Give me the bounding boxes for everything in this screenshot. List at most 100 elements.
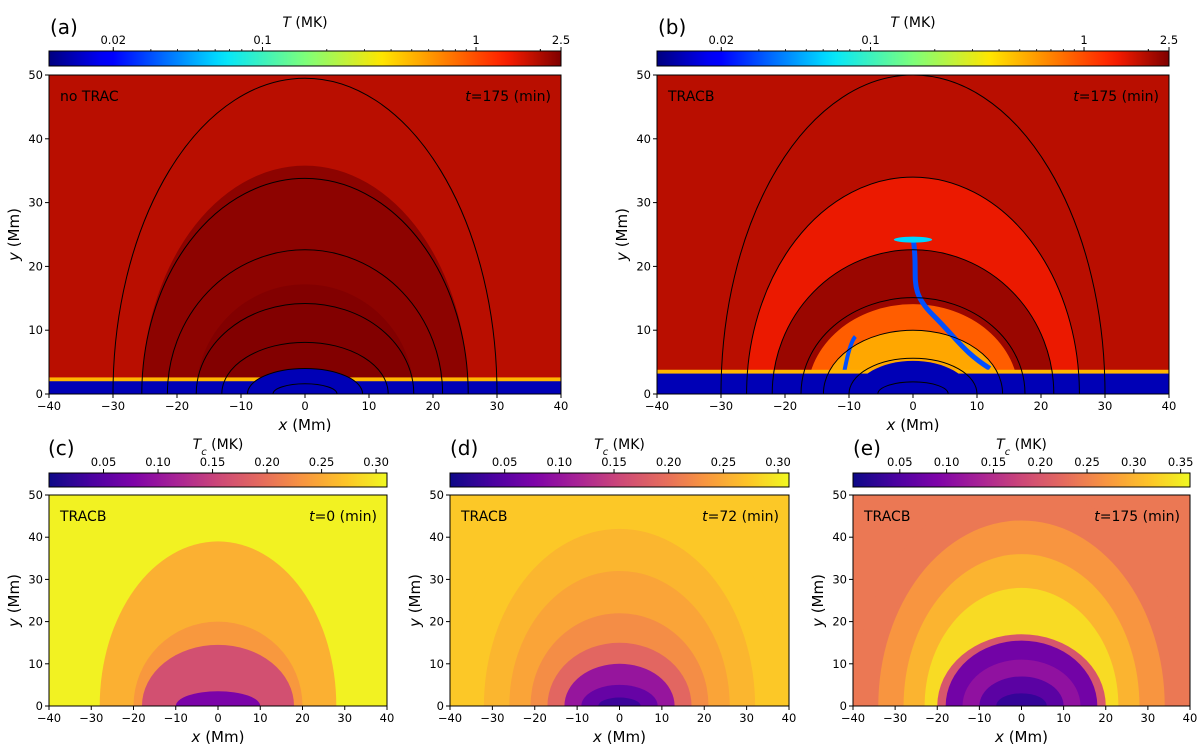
- field-line: [746, 176, 1080, 394]
- y-tick-label: 40: [28, 132, 43, 146]
- x-tick-label: −30: [883, 711, 907, 725]
- condensation-head: [893, 236, 933, 243]
- x-tick-label: 10: [970, 399, 985, 413]
- y-axis-label: y (Mm): [809, 574, 827, 628]
- x-tick-label: 20: [697, 711, 712, 725]
- condensation-strand: [910, 237, 992, 371]
- y-axis-label: y (Mm): [613, 208, 631, 262]
- x-tick-label: 20: [295, 711, 310, 725]
- y-tick-label: 50: [28, 68, 43, 82]
- field-line: [221, 341, 389, 394]
- x-axis-label: x (Mm): [994, 728, 1048, 744]
- field-line: [195, 302, 415, 394]
- colorbar-tick-label: 0.25: [1074, 455, 1100, 469]
- colorbar-tick-label: 0.10: [145, 455, 171, 469]
- panel-label: (e): [853, 436, 881, 460]
- colorbar-tick-label: 0.15: [200, 455, 226, 469]
- panel-c: −40 −30 −20 −10 0 10 20 30 40 0 10 20 30 40 50 x (Mm) y …: [5, 436, 394, 744]
- colorbar-tick-label: 2.5: [552, 33, 570, 47]
- x-tick-label: −10: [565, 711, 589, 725]
- y-tick-label: 30: [636, 196, 651, 210]
- x-tick-label: −10: [837, 399, 861, 413]
- y-tick-label: 0: [437, 699, 444, 713]
- colorbar-tick-label: 0.20: [1027, 455, 1053, 469]
- y-tick-label: 20: [636, 259, 651, 273]
- chromosphere-bulge: [855, 360, 971, 394]
- colorbar-tick-label: 0.10: [547, 455, 573, 469]
- field-line: [246, 368, 364, 394]
- y-tick-label: 20: [28, 259, 43, 273]
- colorbar-tick-label: 0.02: [100, 33, 126, 47]
- colorbar: [48, 472, 388, 488]
- heatmap-area: [49, 75, 561, 394]
- colorbar-tick-label: 0.25: [309, 455, 335, 469]
- x-tick-label: 0: [1018, 711, 1025, 725]
- x-tick-label: −10: [164, 711, 188, 725]
- colorbar-tick-label: 0.20: [254, 455, 280, 469]
- field-line: [141, 177, 469, 394]
- x-tick-label: −40: [37, 399, 61, 413]
- field-line: [877, 381, 949, 394]
- colorbar-label: T (MK): [282, 15, 327, 31]
- x-tick-label: 10: [253, 711, 268, 725]
- x-tick-label: 0: [909, 399, 916, 413]
- x-tick-label: 20: [1098, 711, 1113, 725]
- x-tick-label: −40: [37, 711, 61, 725]
- colorbar-tick-label: 0.1: [861, 33, 879, 47]
- panel-a: −40 −30 −20 −10 0 10 20 30 40 0 10 20 30 40 50 x (Mm) y …: [5, 15, 570, 434]
- tc-region: [996, 693, 1047, 706]
- colorbar-label: Tc (MK): [594, 437, 645, 458]
- panel-d: −40 −30 −20 −10 0 10 20 30 40 0 10 20 30 40 50 x (Mm) y …: [406, 436, 796, 744]
- colorbar: [48, 50, 562, 67]
- tc-region: [598, 697, 641, 706]
- x-tick-label: 30: [739, 711, 754, 725]
- colorbar: [656, 50, 1170, 67]
- x-tick-label: 40: [380, 711, 395, 725]
- x-axis-label: x (Mm): [191, 728, 245, 744]
- colorbar-tick-label: 2.5: [1160, 33, 1178, 47]
- field-line: [800, 297, 1026, 394]
- x-tick-label: −10: [967, 711, 991, 725]
- x-tick-label: 40: [1162, 399, 1177, 413]
- y-axis-label: y (Mm): [406, 574, 424, 628]
- x-tick-label: 40: [782, 711, 797, 725]
- tc-region: [581, 684, 658, 706]
- panel-label: (a): [50, 15, 78, 39]
- y-tick-label: 10: [28, 657, 43, 671]
- colorbar-label: Tc (MK): [996, 437, 1047, 458]
- y-tick-label: 50: [429, 488, 444, 502]
- y-tick-label: 50: [832, 488, 847, 502]
- x-tick-label: −40: [645, 399, 669, 413]
- x-tick-label: −20: [925, 711, 949, 725]
- x-tick-label: 30: [337, 711, 352, 725]
- x-tick-label: 20: [426, 399, 441, 413]
- field-line: [771, 249, 1055, 394]
- y-axis-label: y (Mm): [5, 208, 23, 262]
- y-tick-label: 50: [636, 68, 651, 82]
- colorbar-tick-label: 0.05: [91, 455, 117, 469]
- colorbar-tick-label: 0.05: [887, 455, 913, 469]
- colorbar-tick-label: 0.30: [1121, 455, 1147, 469]
- x-tick-label: −20: [165, 399, 189, 413]
- hot-loop-inner: [196, 284, 414, 394]
- x-tick-label: 0: [301, 399, 308, 413]
- field-line: [112, 77, 498, 394]
- case-label: TRACB: [667, 89, 714, 105]
- x-tick-label: −40: [438, 711, 462, 725]
- tc-region: [141, 644, 295, 706]
- y-tick-label: 30: [28, 572, 43, 586]
- x-tick-label: −30: [480, 711, 504, 725]
- time-label: t=72 (min): [702, 509, 779, 525]
- y-tick-label: 30: [429, 572, 444, 586]
- y-tick-label: 50: [28, 488, 43, 502]
- colorbar-tick-label: 1: [1080, 33, 1087, 47]
- x-tick-label: −40: [841, 711, 865, 725]
- panel-label: (c): [48, 436, 75, 460]
- x-axis-label: x (Mm): [278, 416, 332, 434]
- time-label: t=0 (min): [309, 509, 377, 525]
- colorbar-tick-label: 0.15: [601, 455, 627, 469]
- colorbar-label: Tc (MK): [193, 437, 244, 458]
- x-tick-label: 40: [1183, 711, 1198, 725]
- y-tick-label: 30: [832, 572, 847, 586]
- x-tick-label: 30: [1141, 711, 1156, 725]
